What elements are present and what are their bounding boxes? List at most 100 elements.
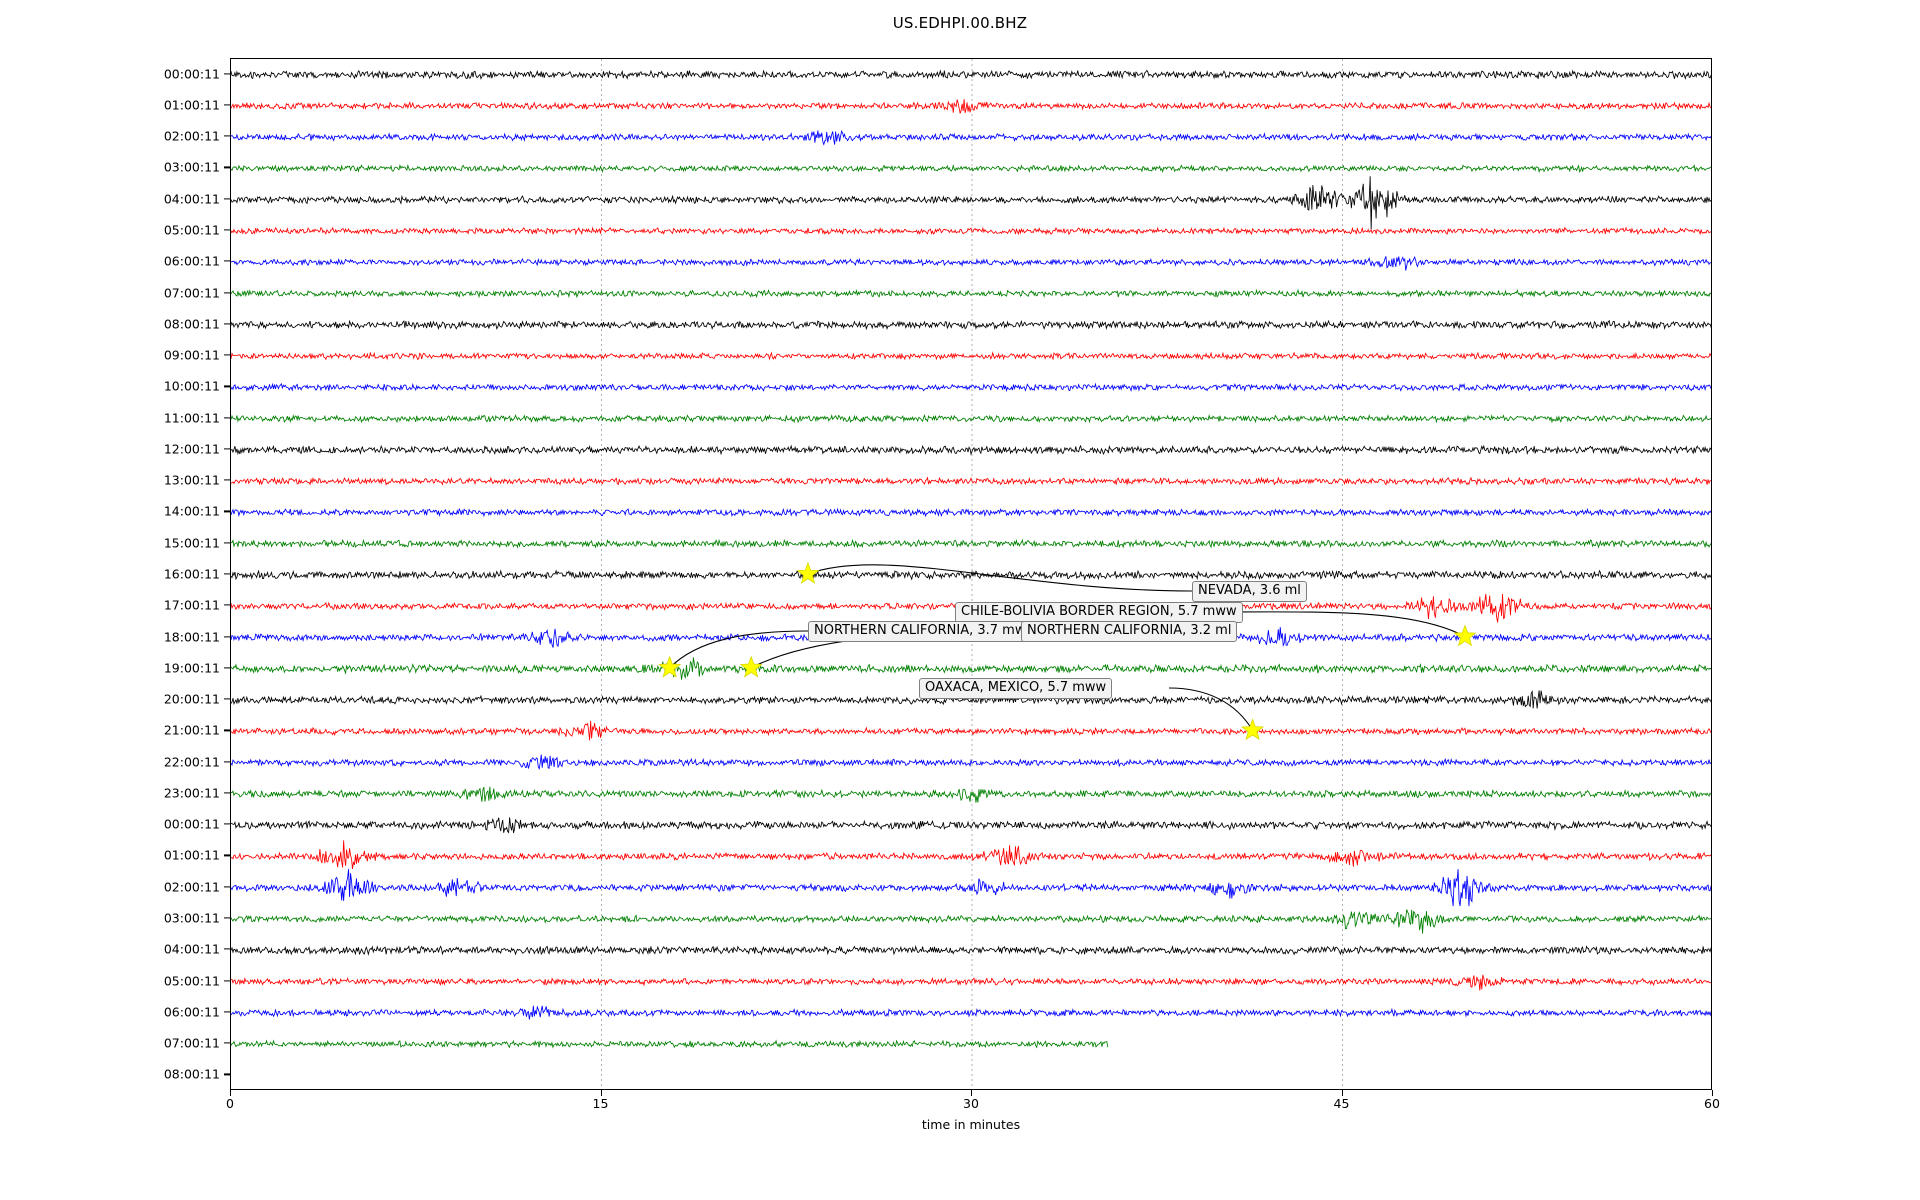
y-tick-label: 06:00:11 (163, 1004, 220, 1020)
trace-line (231, 974, 1711, 991)
y-tick-mark (224, 354, 230, 356)
y-tick-label: 12:00:11 (163, 441, 220, 457)
y-tick-label: 08:00:11 (163, 316, 220, 332)
trace-line (231, 944, 1711, 956)
y-tick-mark (224, 385, 230, 387)
trace-line (231, 99, 1711, 114)
y-tick-label: 04:00:11 (163, 191, 220, 207)
trace-line (231, 1039, 1109, 1049)
y-tick-label: 10:00:11 (163, 378, 220, 394)
y-tick-mark (224, 573, 230, 575)
y-tick-label: 07:00:11 (163, 1035, 220, 1051)
x-tick-mark (600, 1090, 602, 1096)
plot-area (230, 58, 1712, 1090)
trace-line (231, 1005, 1711, 1020)
y-tick-mark (224, 542, 230, 544)
y-tick-mark (224, 417, 230, 419)
trace-line (231, 840, 1711, 870)
trace-line (231, 720, 1711, 741)
northern-california-37-event-label[interactable]: NORTHERN CALIFORNIA, 3.7 mw (808, 621, 1032, 642)
y-tick-label: 02:00:11 (163, 128, 220, 144)
y-tick-label: 21:00:11 (163, 722, 220, 738)
y-tick-mark (224, 104, 230, 106)
chile-bolivia-event-label[interactable]: CHILE-BOLIVIA BORDER REGION, 5.7 mww (955, 602, 1243, 623)
y-tick-label: 01:00:11 (163, 97, 220, 113)
trace-line (231, 817, 1711, 834)
y-tick-label: 02:00:11 (163, 879, 220, 895)
x-tick-mark (971, 1090, 973, 1096)
y-tick-label: 23:00:11 (163, 785, 220, 801)
x-axis-label: time in minutes (921, 1117, 1021, 1132)
y-tick-label: 17:00:11 (163, 597, 220, 613)
y-tick-mark (224, 1042, 230, 1044)
trace-line (231, 507, 1711, 518)
y-tick-mark (224, 229, 230, 231)
y-tick-label: 18:00:11 (163, 629, 220, 645)
oaxaca-mexico-event-label[interactable]: OAXACA, MEXICO, 5.7 mww (919, 678, 1113, 699)
trace-line (231, 351, 1711, 361)
x-tick-label: 60 (1704, 1096, 1720, 1111)
y-tick-mark (224, 1073, 230, 1075)
y-tick-mark (224, 979, 230, 982)
x-tick-label: 0 (226, 1096, 234, 1111)
y-tick-mark (224, 698, 230, 700)
trace-line (231, 226, 1711, 236)
x-tick-mark (1712, 1090, 1714, 1096)
page-title: US.EDHPI.00.BHZ (892, 14, 1028, 32)
y-tick-mark (224, 510, 230, 513)
trace-line (231, 256, 1711, 271)
y-tick-mark (224, 886, 230, 888)
trace-line (231, 538, 1711, 549)
y-tick-label: 11:00:11 (163, 410, 220, 426)
y-tick-label: 03:00:11 (163, 159, 220, 175)
y-tick-mark (224, 823, 230, 825)
y-tick-label: 07:00:11 (163, 285, 220, 301)
x-tick-label: 45 (1333, 1096, 1350, 1111)
y-tick-mark (224, 323, 230, 325)
y-tick-label: 01:00:11 (163, 847, 220, 863)
y-tick-label: 14:00:11 (163, 503, 220, 519)
trace-line (231, 689, 1711, 709)
y-tick-label: 09:00:11 (163, 347, 220, 363)
y-tick-mark (224, 917, 230, 919)
y-tick-mark (224, 792, 230, 794)
y-tick-label: 08:00:11 (163, 1066, 220, 1082)
northern-california-32-event-label[interactable]: NORTHERN CALIFORNIA, 3.2 ml (1021, 621, 1238, 642)
y-tick-mark (224, 854, 230, 857)
y-tick-mark (224, 73, 230, 75)
y-tick-mark (224, 948, 230, 950)
y-tick-mark (224, 667, 230, 669)
y-tick-mark (224, 448, 230, 450)
y-tick-label: 16:00:11 (163, 566, 220, 582)
trace-line (231, 130, 1711, 146)
y-tick-mark (224, 260, 230, 262)
y-tick-mark (224, 166, 230, 169)
y-tick-mark (224, 729, 230, 731)
trace-line (231, 69, 1711, 80)
y-tick-mark (224, 198, 230, 200)
y-tick-label: 13:00:11 (163, 472, 220, 488)
trace-line (231, 382, 1711, 393)
trace-line (231, 163, 1711, 174)
trace-line (231, 319, 1711, 331)
y-tick-label: 20:00:11 (163, 691, 220, 707)
y-tick-label: 15:00:11 (163, 535, 220, 551)
y-tick-label: 06:00:11 (163, 253, 220, 269)
trace-line (231, 569, 1711, 581)
y-tick-label: 00:00:11 (163, 816, 220, 832)
y-tick-label: 00:00:11 (163, 66, 220, 82)
trace-line (231, 288, 1711, 299)
trace-line (231, 657, 1711, 680)
y-tick-mark (224, 479, 230, 481)
trace-line (231, 754, 1711, 770)
nevada-event-label[interactable]: NEVADA, 3.6 ml (1192, 581, 1307, 602)
trace-line (231, 413, 1711, 424)
x-tick-label: 15 (592, 1096, 609, 1111)
trace-line (231, 869, 1711, 907)
y-tick-mark (224, 1011, 230, 1013)
y-tick-mark (224, 135, 230, 137)
trace-line (231, 786, 1711, 803)
trace-line (231, 476, 1711, 487)
x-tick-label: 30 (963, 1096, 979, 1111)
